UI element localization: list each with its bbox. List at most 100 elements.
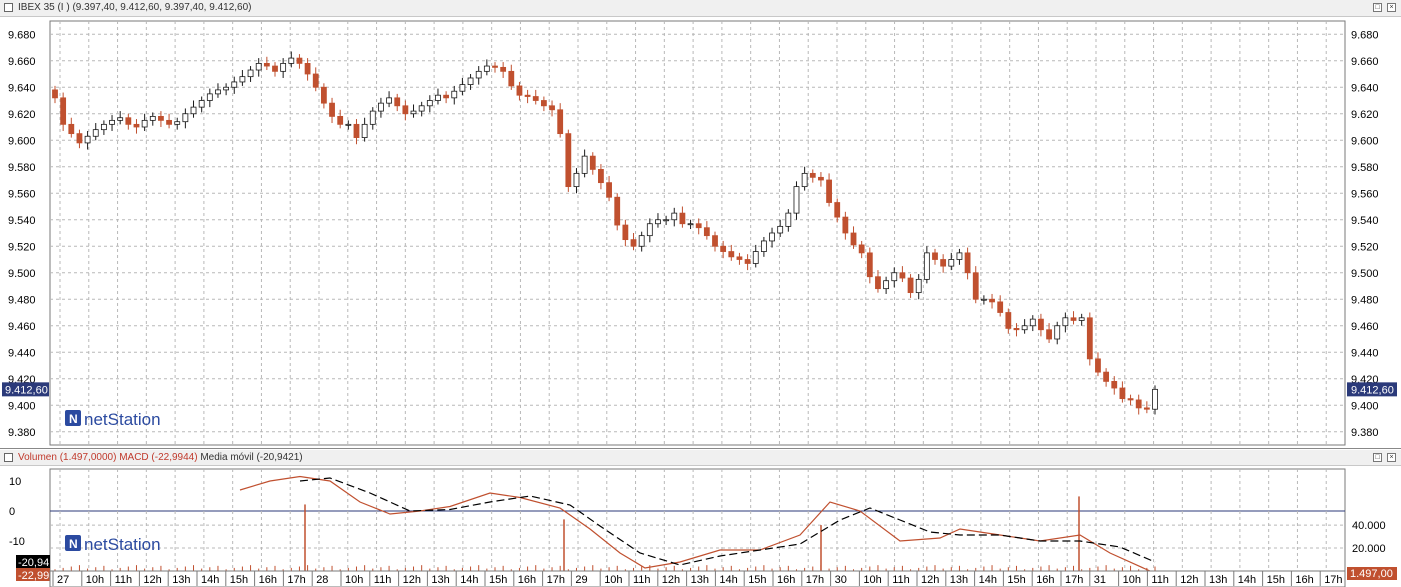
candle-body	[190, 106, 197, 115]
candle-body	[255, 63, 262, 71]
candle-body	[972, 272, 979, 300]
candle-body	[948, 259, 955, 267]
price-y-tick-left: 9.600	[8, 135, 36, 147]
price-y-tick-left: 9.560	[8, 188, 36, 200]
candle-body	[1152, 388, 1158, 410]
x-axis-label: 15h	[1007, 574, 1025, 586]
candle-body	[386, 97, 392, 104]
panel-menu-icon[interactable]	[4, 3, 13, 12]
x-axis-label: 13h	[691, 574, 709, 586]
price-panel: IBEX 35 (I ) (9.397,40, 9.412,60, 9.397,…	[0, 0, 1401, 449]
x-axis-label: 16h	[777, 574, 795, 586]
candle-body	[402, 105, 409, 115]
candle-body	[174, 121, 181, 125]
candle-body	[989, 298, 995, 303]
candle-body	[638, 235, 645, 247]
price-y-tick-right: 9.680	[1351, 29, 1379, 41]
candle-body	[345, 123, 352, 126]
indicator-chart[interactable]: 20.000 40.000 10 0 -10 -20,94-22,99 1.497,00 N n…	[0, 465, 1401, 587]
x-axis-label: 12h	[1180, 574, 1198, 586]
candle-body	[891, 272, 898, 282]
price-y-tick-right: 9.600	[1351, 135, 1379, 147]
candle-body	[1095, 358, 1101, 373]
candle-body	[532, 96, 539, 101]
candle-body	[223, 86, 230, 91]
candle-body	[263, 63, 270, 67]
x-axis-label: 28	[316, 574, 328, 586]
x-axis-label: 15h	[1267, 574, 1285, 586]
indicator-plot-frame	[49, 468, 1346, 572]
candle-body	[606, 182, 612, 198]
candle-body	[1143, 407, 1150, 410]
macd-value-tag: -20,94	[18, 557, 49, 569]
x-axis-label: 16h	[259, 574, 277, 586]
indicator-menu-icon[interactable]	[4, 453, 13, 462]
candle-body	[826, 179, 832, 203]
candle-body	[752, 251, 759, 264]
panel-maximize-icon[interactable]: □	[1373, 3, 1382, 12]
x-axis-label: 15h	[748, 574, 766, 586]
indicator-panel: Volumen (1.497,0000) MACD (-22,9944) Med…	[0, 450, 1401, 587]
candle-body	[932, 252, 938, 260]
volume-value-tag: 1.497,00	[1350, 568, 1393, 580]
indicator-labels: Volumen (1.497,0000) MACD (-22,9944) Med…	[18, 452, 303, 463]
candle-body	[1078, 317, 1085, 321]
candle-body	[1119, 387, 1126, 400]
last-price-tag-left: 9.412,60	[5, 384, 48, 396]
candle-body	[549, 105, 555, 111]
price-y-tick-right: 9.460	[1351, 321, 1379, 333]
candle-body	[956, 252, 963, 260]
x-axis-label: 12h	[143, 574, 161, 586]
volume-bars	[54, 496, 1156, 571]
candle-body	[793, 186, 800, 214]
indicator-panel-titlebar[interactable]: Volumen (1.497,0000) MACD (-22,9944) Med…	[0, 450, 1401, 466]
candle-body	[760, 240, 767, 252]
candle-body	[280, 63, 287, 72]
candle-body	[834, 202, 841, 218]
candle-body	[1013, 327, 1020, 331]
price-y-tick-left: 9.620	[8, 109, 36, 121]
panel-close-icon[interactable]: ×	[1387, 3, 1396, 12]
x-axis-label: 15h	[230, 574, 248, 586]
indicator-close-icon[interactable]: ×	[1387, 453, 1396, 462]
price-panel-titlebar[interactable]: IBEX 35 (I ) (9.397,40, 9.412,60, 9.397,…	[0, 0, 1401, 17]
price-y-tick-left: 9.500	[8, 268, 36, 280]
candle-body	[215, 89, 221, 95]
candle-body	[231, 81, 238, 88]
x-axis-band	[49, 570, 1346, 587]
candle-body	[182, 113, 189, 123]
volume-label: Volumen (1.497,0000)	[18, 452, 117, 463]
candle-body	[92, 129, 99, 137]
price-y-tick-left: 9.400	[8, 400, 36, 412]
candles	[52, 51, 1158, 415]
price-y-tick-right: 9.380	[1351, 427, 1379, 439]
candle-body	[614, 196, 621, 226]
candle-body	[1046, 329, 1052, 340]
candle-body	[329, 102, 335, 117]
indicator-maximize-icon[interactable]: □	[1373, 453, 1382, 462]
candle-body	[149, 116, 156, 121]
candle-body	[247, 69, 254, 78]
candle-body	[850, 232, 857, 246]
price-y-tick-right: 9.580	[1351, 162, 1379, 174]
signal-line	[299, 477, 1156, 566]
macd-y-tick: 10	[9, 476, 21, 488]
candle-body	[1021, 325, 1028, 331]
price-y-tick-right: 9.540	[1351, 215, 1379, 227]
candle-body	[728, 251, 735, 258]
x-axis-label: 16h	[1295, 574, 1313, 586]
price-y-tick-left: 9.480	[8, 294, 36, 306]
candle-body	[109, 119, 115, 125]
candle-body	[516, 85, 523, 96]
candle-body	[540, 100, 547, 107]
candle-body	[361, 123, 368, 138]
x-axis: 27 10h 11h 12h 13h 14h 15h 16h 17h 28 10h 11h 12h 13h…	[49, 570, 1346, 587]
candle-body	[500, 66, 507, 72]
candle-body	[68, 123, 75, 135]
candle-body	[589, 155, 596, 170]
x-axis-label: 16h	[518, 574, 536, 586]
ma-label: Media móvil (-20,9421)	[200, 452, 303, 463]
candle-body	[418, 105, 425, 112]
